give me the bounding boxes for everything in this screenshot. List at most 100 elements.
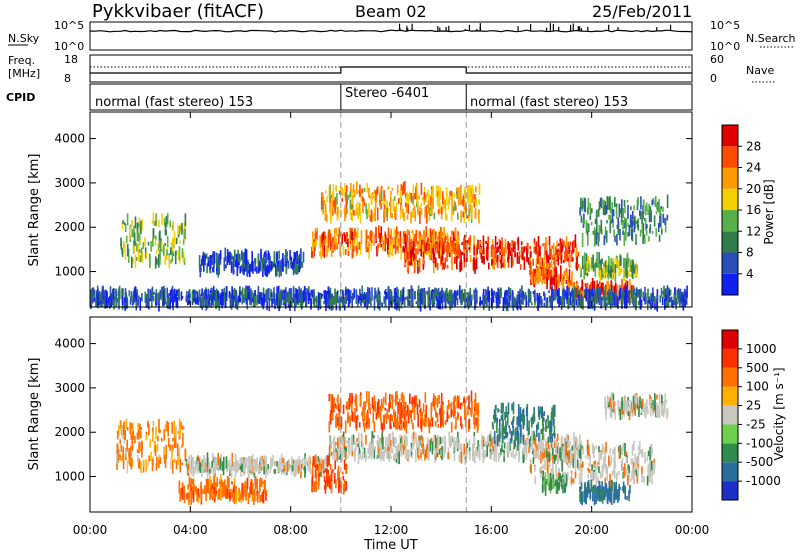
cpid-label: CPID — [6, 91, 35, 104]
echo-cell — [439, 187, 442, 200]
echo-cell — [350, 188, 353, 193]
echo-cell — [199, 462, 202, 473]
echo-cell — [430, 408, 433, 422]
echo-cell — [211, 460, 213, 468]
echo-cell — [668, 290, 671, 297]
echo-cell — [434, 456, 437, 461]
echo-cell — [330, 241, 332, 250]
echo-cell — [129, 300, 132, 305]
echo-cell — [386, 408, 388, 416]
echo-cell — [347, 398, 350, 410]
echo-cell — [560, 437, 563, 444]
echo-cell — [531, 430, 533, 445]
echo-cell — [200, 486, 202, 490]
echo-cell — [205, 253, 208, 259]
echo-cell — [435, 295, 438, 302]
echo-cell — [404, 202, 407, 208]
echo-cell — [396, 246, 399, 251]
echo-cell — [445, 420, 447, 424]
echo-cell — [249, 486, 251, 498]
echo-cell — [561, 244, 563, 252]
echo-cell — [495, 257, 498, 263]
echo-cell — [412, 184, 415, 199]
echo-cell — [150, 241, 152, 252]
echo-cell — [502, 453, 505, 457]
echo-cell — [224, 492, 227, 496]
echo-cell — [184, 230, 186, 239]
echo-cell — [393, 453, 395, 461]
echo-cell — [452, 300, 454, 306]
echo-cell — [291, 465, 294, 471]
echo-cell — [329, 197, 331, 203]
echo-cell — [595, 210, 598, 225]
echo-cell — [391, 245, 394, 257]
echo-cell — [258, 465, 260, 475]
echo-cell — [281, 467, 283, 475]
echo-cell — [607, 280, 609, 292]
echo-cell — [250, 261, 253, 272]
echo-cell — [386, 207, 389, 221]
echo-cell — [342, 431, 345, 446]
echo-cell — [158, 232, 161, 243]
echo-cell — [209, 302, 211, 307]
echo-cell — [658, 199, 660, 213]
echo-cell — [475, 198, 477, 206]
echo-cell — [602, 199, 605, 212]
echo-cell — [229, 255, 231, 260]
echo-cell — [138, 217, 141, 228]
echo-cell — [450, 403, 453, 418]
echo-cell — [112, 288, 115, 300]
echo-cell — [456, 395, 459, 399]
echo-cell — [528, 446, 530, 453]
echo-cell — [349, 191, 352, 198]
echo-cell — [215, 490, 218, 494]
echo-cell — [347, 238, 349, 248]
echo-cell — [600, 219, 603, 232]
echo-cell — [138, 430, 140, 440]
echo-cell — [105, 296, 108, 308]
echo-cell — [439, 292, 441, 304]
colorbar-tick-label: 20 — [746, 182, 761, 196]
echo-cell — [221, 294, 223, 309]
echo-cell — [228, 459, 230, 467]
echo-cell — [403, 212, 405, 222]
echo-cell — [250, 481, 252, 495]
echo-cell — [171, 444, 173, 459]
echo-cell — [600, 270, 603, 280]
echo-cell — [129, 422, 132, 434]
echo-cell — [260, 455, 262, 468]
echo-cell — [407, 289, 410, 304]
echo-cell — [414, 395, 416, 408]
echo-cell — [142, 242, 145, 249]
echo-cell — [598, 263, 601, 276]
echo-cell — [598, 228, 600, 242]
echo-cell — [209, 290, 212, 294]
echo-cell — [461, 423, 463, 429]
echo-cell — [591, 208, 593, 214]
colorbar-tick-label: 16 — [746, 203, 761, 217]
echo-cell — [310, 293, 312, 297]
echo-cell — [206, 452, 209, 467]
echo-cell — [396, 237, 398, 246]
echo-cell — [456, 289, 459, 296]
echo-cell — [573, 241, 575, 249]
echo-cell — [464, 302, 467, 305]
echo-cell — [408, 237, 411, 250]
echo-cell — [152, 427, 154, 437]
echo-cell — [396, 445, 399, 452]
echo-cell — [444, 208, 447, 221]
colorbar-tick-label: 12 — [746, 224, 761, 238]
echo-cell — [128, 452, 130, 465]
echo-cell — [428, 422, 430, 428]
echo-cell — [520, 246, 523, 253]
echo-cell — [606, 296, 608, 301]
echo-cell — [430, 209, 432, 215]
echo-cell — [583, 213, 585, 221]
echo-cell — [459, 451, 461, 463]
echo-cell — [126, 439, 128, 452]
echo-cell — [600, 229, 603, 235]
echo-cell — [125, 449, 128, 458]
echo-cell — [628, 297, 631, 306]
echo-cell — [207, 288, 210, 301]
